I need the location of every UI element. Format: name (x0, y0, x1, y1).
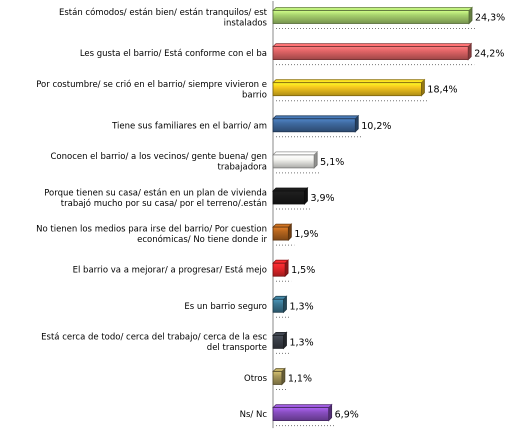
value-label: 18,4% (427, 85, 457, 96)
value-label: 10,2% (361, 121, 391, 132)
value-label: 6,9% (335, 410, 359, 421)
bar (272, 82, 422, 97)
bar-top (272, 259, 290, 264)
bar (272, 154, 315, 169)
category-label: Por costumbre/ se crió en el barrio/ sie… (36, 79, 267, 101)
category-label: No tienen los medios para irse del barri… (36, 224, 267, 245)
bar (272, 10, 470, 24)
bar-top (272, 331, 288, 336)
value-label: 3,9% (310, 193, 334, 204)
category-label: Ns/ Nc (240, 410, 268, 420)
bar-top (272, 187, 309, 192)
bar-top (272, 79, 426, 84)
category-label: Tiene sus familiares en el barrio/ am (111, 121, 267, 131)
category-label: Les gusta el barrio/ Está conforme con e… (80, 49, 267, 59)
bar (272, 46, 469, 60)
bar (272, 298, 284, 313)
bar-top (272, 404, 333, 409)
bar (272, 262, 286, 277)
category-label: Conocen el barrio/ a los vecinos/ gente … (50, 152, 267, 173)
bar (272, 371, 283, 385)
value-label: 1,3% (289, 301, 313, 312)
bar (272, 118, 356, 133)
value-label: 1,9% (294, 229, 318, 240)
bar (272, 190, 305, 205)
bar (272, 407, 330, 422)
bar-top (272, 7, 473, 11)
category-label: Otros (244, 374, 268, 384)
bar-top (272, 223, 293, 228)
bar-top (272, 115, 360, 120)
category-label: Están cómodos/ están bien/ están tranqui… (59, 7, 268, 29)
value-label: 5,1% (320, 157, 344, 168)
bar-top (272, 295, 288, 300)
bar-top (272, 43, 473, 47)
bar-top (272, 151, 319, 156)
value-label: 1,5% (291, 265, 315, 276)
category-label: Porque tienen su casa/ están en un plan … (44, 188, 267, 209)
category-label: El barrio va a mejorar/ a progresar/ Est… (73, 266, 267, 276)
value-label: 24,2% (474, 49, 504, 60)
value-label: 1,3% (289, 337, 313, 348)
category-label: Está cerca de todo/ cerca del trabajo/ c… (41, 333, 267, 354)
value-label: 1,1% (288, 374, 312, 385)
value-label: 24,3% (475, 13, 505, 24)
bar (272, 226, 289, 241)
category-label: Es un barrio seguro (184, 302, 267, 312)
bar (272, 334, 284, 349)
